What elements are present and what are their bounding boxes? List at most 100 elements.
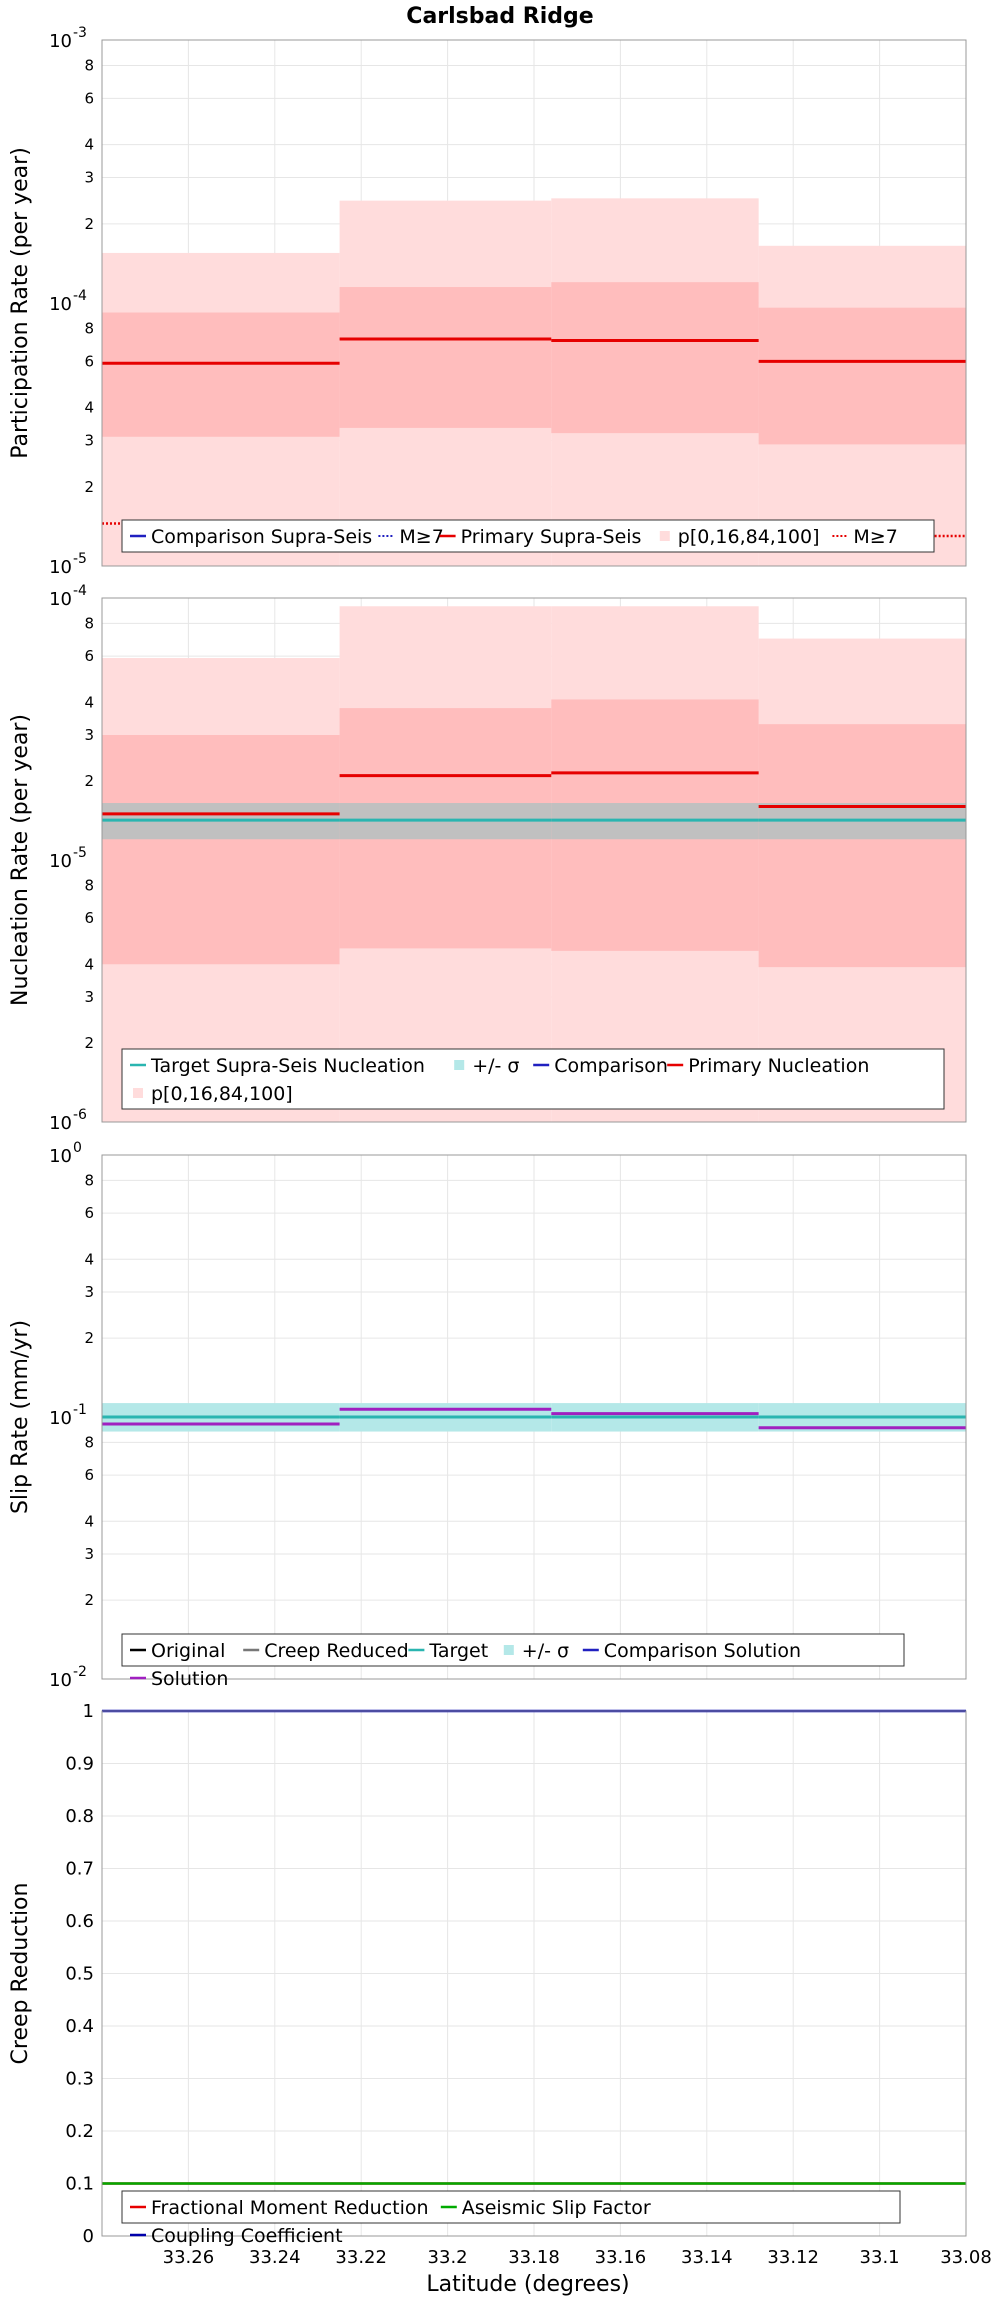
x-tick-label: 33.16 — [595, 2247, 647, 2268]
y-tick-exponent: -3 — [73, 25, 87, 41]
y-tick-label: 0.3 — [65, 2069, 94, 2090]
x-tick-label: 33.26 — [163, 2247, 215, 2268]
legend-item: Coupling Coefficient — [130, 2225, 343, 2247]
x-tick-label: 33.14 — [681, 2247, 733, 2268]
x-tick-label: 33.1 — [860, 2247, 900, 2268]
y-tick-label: 8 — [84, 56, 94, 74]
y-tick-label: 6 — [84, 89, 94, 107]
band-band-1-segment — [758, 307, 966, 445]
y-tick-label: 4 — [84, 1250, 94, 1268]
y-tick-exponent: -5 — [73, 845, 87, 861]
plot-frame — [101, 1710, 967, 2237]
legend-label: Fractional Moment Reduction — [151, 2197, 429, 2219]
series-group — [102, 198, 966, 567]
legend-item: Target — [408, 1640, 488, 1662]
y-tick-label: 3 — [84, 726, 94, 744]
y-tick-label: 10 — [49, 1670, 72, 1691]
legend-item: Solution — [130, 1668, 228, 1690]
y-tick-label: 2 — [84, 478, 94, 496]
legend-label: Comparison Supra-Seis — [151, 526, 372, 548]
plot-frame — [101, 39, 967, 567]
x-tick-label: 33.12 — [767, 2247, 819, 2268]
y-tick-label: 8 — [84, 1171, 94, 1189]
legend-label: M≥7 — [399, 526, 443, 548]
y-tick-label: 10 — [49, 851, 72, 872]
legend-label: p[0,16,84,100] — [678, 526, 820, 548]
y-tick-label: 0.7 — [65, 1859, 94, 1880]
y-tick-label: 0.2 — [65, 2121, 94, 2142]
legend-label: Aseismic Slip Factor — [462, 2197, 651, 2219]
legend-item: Aseismic Slip Factor — [440, 2197, 651, 2219]
legend-item: Target Supra-Seis Nucleation — [130, 1055, 425, 1077]
legend-item: p[0,16,84,100] — [659, 526, 820, 548]
y-axis-label: Nucleation Rate (per year) — [8, 714, 33, 1006]
legend-label: M≥7 — [853, 526, 897, 548]
y-tick-label: 8 — [84, 1433, 94, 1451]
y-tick-label: 10 — [49, 1408, 72, 1429]
y-tick-label: 4 — [84, 399, 94, 417]
legend-label: +/- σ — [522, 1640, 569, 1662]
y-tick-label: 2 — [84, 1591, 94, 1609]
y-tick-exponent: 0 — [73, 1140, 82, 1156]
legend-box — [121, 1048, 945, 1110]
y-tick-label: 10 — [49, 31, 72, 52]
legend-item: Primary Nucleation — [667, 1055, 869, 1077]
y-tick-exponent: -1 — [73, 1402, 87, 1418]
y-tick-label: 0.9 — [65, 1754, 94, 1775]
y-tick-label: 8 — [84, 614, 94, 632]
legend-label: Comparison — [554, 1055, 668, 1077]
y-tick-label: 6 — [84, 647, 94, 665]
chart-title: Carlsbad Ridge — [406, 4, 593, 29]
series-group — [102, 606, 966, 1122]
y-tick-label: 0 — [83, 2226, 94, 2247]
legend-box — [121, 519, 935, 553]
y-tick-exponent: -6 — [73, 1107, 87, 1123]
y-tick-exponent: -2 — [73, 1664, 87, 1680]
y-tick-label: 6 — [84, 909, 94, 927]
y-tick-exponent: -4 — [73, 583, 87, 599]
band-band-1-segment — [339, 287, 552, 428]
legend-item: +/- σ — [454, 1055, 519, 1077]
y-tick-label: 0.8 — [65, 1806, 94, 1827]
legend-item: p[0,16,84,100] — [133, 1083, 293, 1105]
y-tick-label: 3 — [84, 432, 94, 450]
y-tick-label: 8 — [84, 319, 94, 337]
y-tick-label: 1 — [83, 1701, 94, 1722]
legend-swatch — [133, 1088, 143, 1098]
legend-item: Comparison Solution — [582, 1640, 801, 1662]
y-tick-label: 10 — [49, 1113, 72, 1134]
y-tick-label: 8 — [84, 876, 94, 894]
x-tick-label: 33.24 — [249, 2247, 301, 2268]
y-tick-label: 0.6 — [65, 1911, 94, 1932]
y-tick-label: 2 — [84, 1034, 94, 1052]
y-tick-labels: 0 0.1 0.2 0.3 0.4 0.5 0.6 0.7 0.8 0.9 1 — [65, 1701, 94, 2247]
legend-box — [121, 2190, 901, 2224]
y-tick-label: 3 — [84, 988, 94, 1006]
x-tick-label: 33.18 — [508, 2247, 560, 2268]
legend-label: p[0,16,84,100] — [151, 1083, 293, 1105]
legend-item: Comparison — [533, 1055, 668, 1077]
legend-item: Comparison Supra-Seis — [130, 526, 372, 548]
y-tick-label: 3 — [84, 169, 94, 187]
legend: Comparison Supra-Seis M≥7 Primary Supra-Se… — [121, 519, 935, 553]
y-tick-label: 2 — [84, 772, 94, 790]
x-tick-label: 33.22 — [335, 2247, 387, 2268]
y-tick-label: 0.5 — [65, 1964, 94, 1985]
plot-frame — [101, 597, 967, 1123]
band-band-1-segment — [102, 734, 340, 965]
legend-label: Target Supra-Seis Nucleation — [150, 1055, 425, 1077]
x-tick-label: 33.08 — [940, 2247, 992, 2268]
legend-swatch — [503, 1645, 514, 1655]
grid-lines — [102, 1710, 967, 2237]
legend-label: +/- σ — [472, 1055, 519, 1077]
y-tick-label: 6 — [84, 352, 94, 370]
legend-label: Solution — [151, 1668, 228, 1690]
legend-item: M≥7 — [832, 526, 898, 548]
legend-label: Primary Supra-Seis — [461, 526, 642, 548]
y-tick-exponent: -5 — [73, 551, 87, 567]
